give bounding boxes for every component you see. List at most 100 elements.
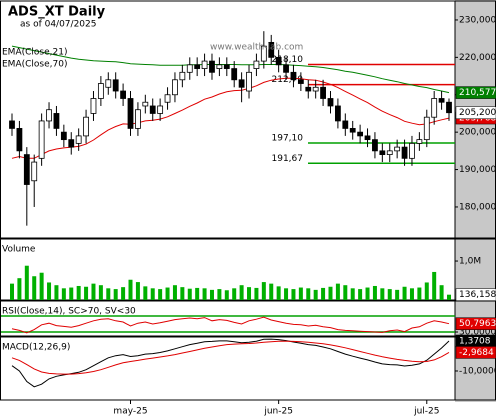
watermark: www.wealth-lab.com bbox=[210, 43, 303, 53]
candle-body bbox=[127, 98, 134, 129]
volume-bar bbox=[195, 287, 200, 300]
volume-bar bbox=[187, 288, 192, 300]
candle-body bbox=[312, 86, 319, 92]
panel-title: Volume bbox=[2, 245, 36, 255]
volume-bar bbox=[24, 265, 29, 300]
y-tick-label: 190,000 bbox=[459, 165, 496, 175]
volume-bar bbox=[343, 285, 348, 300]
volume-bar bbox=[239, 285, 244, 300]
candle-body bbox=[401, 146, 408, 159]
candle-body bbox=[216, 64, 223, 69]
volume-bar bbox=[313, 289, 318, 300]
series-line bbox=[11, 340, 450, 375]
volume-bar bbox=[121, 287, 126, 300]
volume-bar bbox=[254, 287, 259, 300]
candle-body bbox=[431, 98, 438, 118]
volume-bar bbox=[143, 286, 148, 300]
level-label: 212,70 bbox=[272, 75, 304, 85]
volume-bar bbox=[217, 289, 222, 300]
candle-body bbox=[194, 64, 201, 69]
candle-body bbox=[320, 86, 326, 99]
volume-bar bbox=[209, 289, 214, 300]
legend-entry: EMA(Close,21) bbox=[2, 48, 67, 58]
candle-body bbox=[364, 135, 371, 141]
candle-body bbox=[438, 98, 445, 103]
level-label: 218,10 bbox=[272, 55, 304, 65]
candle-body bbox=[423, 116, 430, 141]
y-tick-label: 200,000 bbox=[459, 128, 496, 138]
volume-bar bbox=[106, 288, 111, 300]
y-tick-label: 180,000 bbox=[459, 202, 496, 212]
volume-bar bbox=[232, 288, 237, 300]
chart-title: ADS_XT Daily bbox=[8, 5, 106, 20]
panel-title: RSI(Close,14), SC>70, SV<30 bbox=[2, 307, 136, 317]
volume-bar bbox=[269, 283, 274, 300]
volume-bar bbox=[10, 283, 14, 300]
volume-bar bbox=[328, 286, 333, 300]
volume-bar bbox=[69, 287, 74, 300]
volume-bar bbox=[291, 289, 296, 300]
candle-body bbox=[268, 41, 275, 58]
candle-body bbox=[201, 60, 208, 69]
candle-body bbox=[372, 139, 378, 152]
volume-bar bbox=[306, 288, 311, 300]
candle-body bbox=[90, 98, 97, 114]
volume-bar bbox=[202, 288, 207, 300]
candle-body bbox=[297, 79, 304, 84]
level-label: 197,10 bbox=[272, 134, 304, 144]
last-value-box bbox=[455, 317, 496, 330]
candle-body bbox=[260, 45, 267, 62]
volume-bar bbox=[432, 271, 437, 300]
volume-bar bbox=[76, 285, 81, 300]
volume-bar bbox=[98, 285, 103, 300]
volume-bar bbox=[365, 287, 370, 300]
volume-bar bbox=[128, 279, 133, 300]
candle-body bbox=[53, 113, 60, 129]
volume-bar bbox=[284, 288, 289, 300]
candle-body bbox=[386, 150, 393, 155]
last-value-label: 205,200 bbox=[459, 108, 496, 118]
volume-bar bbox=[439, 285, 444, 300]
candle-body bbox=[342, 120, 349, 129]
y-tick-label: 220,000 bbox=[459, 53, 496, 63]
candle-body bbox=[357, 131, 364, 137]
volume-bar bbox=[172, 285, 177, 300]
volume-bar bbox=[387, 289, 392, 300]
last-value-label: 136,158 bbox=[459, 290, 496, 300]
x-tick-label: jul-25 bbox=[413, 407, 439, 417]
candle-body bbox=[349, 128, 356, 133]
panel-title: MACD(12,26,9) bbox=[2, 343, 70, 353]
volume-bar bbox=[417, 287, 422, 300]
candle-body bbox=[246, 71, 252, 92]
candle-body bbox=[283, 64, 289, 73]
volume-bar bbox=[261, 282, 266, 300]
volume-bar bbox=[350, 288, 355, 300]
volume-bar bbox=[158, 289, 163, 300]
volume-bar bbox=[335, 283, 340, 300]
candle-body bbox=[135, 109, 141, 129]
candle-body bbox=[379, 150, 386, 155]
last-value-label: 50,7963 bbox=[459, 319, 496, 329]
volume-bar bbox=[135, 282, 140, 300]
last-value-box bbox=[455, 346, 496, 359]
candle-body bbox=[120, 90, 127, 99]
candle-body bbox=[97, 83, 104, 99]
candle-body bbox=[394, 146, 401, 152]
volume-bar bbox=[298, 287, 303, 300]
candle-body bbox=[75, 135, 82, 144]
last-value-label: -2,9684 bbox=[459, 348, 494, 358]
volume-bar bbox=[402, 286, 407, 300]
candle-body bbox=[31, 161, 38, 182]
volume-bar bbox=[165, 287, 170, 300]
last-value-label: 210,577 bbox=[459, 88, 496, 98]
level-label: 191,67 bbox=[272, 154, 304, 164]
candle-body bbox=[409, 142, 415, 159]
volume-bar bbox=[47, 282, 52, 300]
candle-body bbox=[290, 71, 297, 81]
volume-bar bbox=[54, 285, 59, 300]
candle-body bbox=[105, 79, 112, 88]
candle-body bbox=[83, 116, 89, 137]
series-line bbox=[11, 45, 450, 94]
volume-bar bbox=[372, 285, 377, 300]
